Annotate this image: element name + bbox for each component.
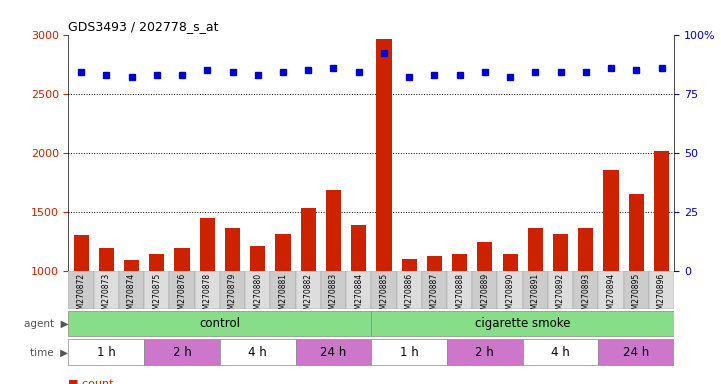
Bar bbox=[296, 339, 371, 365]
Text: GSM270872: GSM270872 bbox=[76, 273, 86, 319]
Bar bbox=[326, 190, 341, 271]
Bar bbox=[397, 271, 422, 309]
Bar bbox=[503, 254, 518, 271]
Bar bbox=[144, 271, 169, 309]
Bar bbox=[472, 271, 497, 309]
Text: ■ count: ■ count bbox=[68, 379, 114, 384]
Bar bbox=[649, 271, 674, 309]
Text: 24 h: 24 h bbox=[623, 346, 650, 359]
Text: 2 h: 2 h bbox=[172, 346, 192, 359]
Text: cigarette smoke: cigarette smoke bbox=[475, 317, 570, 330]
Text: GSM270875: GSM270875 bbox=[152, 273, 162, 319]
Bar bbox=[149, 253, 164, 271]
Text: GSM270884: GSM270884 bbox=[354, 273, 363, 319]
Bar bbox=[200, 218, 215, 271]
Bar bbox=[548, 271, 573, 309]
Text: 1 h: 1 h bbox=[97, 346, 116, 359]
Text: GSM270895: GSM270895 bbox=[632, 273, 641, 319]
Bar bbox=[523, 271, 548, 309]
Bar bbox=[68, 339, 144, 365]
Bar bbox=[68, 271, 94, 309]
Bar bbox=[144, 339, 220, 365]
Bar bbox=[629, 194, 644, 271]
Bar bbox=[220, 339, 296, 365]
Text: GSM270892: GSM270892 bbox=[556, 273, 565, 319]
Bar bbox=[371, 311, 674, 336]
Text: 24 h: 24 h bbox=[320, 346, 347, 359]
Bar bbox=[598, 339, 674, 365]
Text: GSM270891: GSM270891 bbox=[531, 273, 540, 319]
Bar bbox=[270, 271, 296, 309]
Text: GSM270889: GSM270889 bbox=[480, 273, 490, 319]
Bar bbox=[119, 271, 144, 309]
Text: 4 h: 4 h bbox=[248, 346, 267, 359]
Bar bbox=[321, 271, 346, 309]
Text: GSM270896: GSM270896 bbox=[657, 273, 666, 319]
Bar bbox=[68, 311, 371, 336]
Bar bbox=[250, 246, 265, 271]
Bar bbox=[447, 339, 523, 365]
Text: GSM270873: GSM270873 bbox=[102, 273, 111, 319]
Text: GSM270878: GSM270878 bbox=[203, 273, 212, 319]
Bar bbox=[477, 242, 492, 271]
Bar bbox=[351, 225, 366, 271]
Bar bbox=[624, 271, 649, 309]
Text: GSM270876: GSM270876 bbox=[177, 273, 187, 319]
Text: GDS3493 / 202778_s_at: GDS3493 / 202778_s_at bbox=[68, 20, 219, 33]
Text: GSM270894: GSM270894 bbox=[606, 273, 616, 319]
Bar bbox=[603, 170, 619, 271]
Bar bbox=[94, 271, 119, 309]
Bar bbox=[528, 228, 543, 271]
Bar bbox=[422, 271, 447, 309]
Bar bbox=[169, 271, 195, 309]
Bar bbox=[654, 151, 669, 271]
Text: time  ▶: time ▶ bbox=[30, 347, 68, 358]
Text: 2 h: 2 h bbox=[475, 346, 495, 359]
Text: GSM270893: GSM270893 bbox=[581, 273, 590, 319]
Text: GSM270882: GSM270882 bbox=[304, 273, 313, 319]
Bar bbox=[346, 271, 371, 309]
Text: GSM270887: GSM270887 bbox=[430, 273, 439, 319]
Text: 1 h: 1 h bbox=[399, 346, 419, 359]
Bar bbox=[275, 234, 291, 271]
Bar bbox=[452, 253, 467, 271]
Bar bbox=[225, 228, 240, 271]
Bar bbox=[124, 260, 139, 271]
Bar bbox=[447, 271, 472, 309]
Text: GSM270883: GSM270883 bbox=[329, 273, 338, 319]
Bar bbox=[376, 39, 392, 271]
Text: control: control bbox=[200, 317, 240, 330]
Text: GSM270881: GSM270881 bbox=[278, 273, 288, 319]
Bar bbox=[99, 248, 114, 271]
Text: agent  ▶: agent ▶ bbox=[24, 318, 68, 329]
Text: GSM270888: GSM270888 bbox=[455, 273, 464, 319]
Bar bbox=[573, 271, 598, 309]
Text: GSM270874: GSM270874 bbox=[127, 273, 136, 319]
Text: GSM270885: GSM270885 bbox=[379, 273, 389, 319]
Bar bbox=[301, 208, 316, 271]
Bar bbox=[195, 271, 220, 309]
Text: GSM270890: GSM270890 bbox=[505, 273, 515, 319]
Bar bbox=[578, 228, 593, 271]
Bar bbox=[371, 339, 447, 365]
Bar bbox=[523, 339, 598, 365]
Bar bbox=[371, 271, 397, 309]
Bar bbox=[402, 259, 417, 271]
Bar bbox=[296, 271, 321, 309]
Text: GSM270879: GSM270879 bbox=[228, 273, 237, 319]
Text: GSM270886: GSM270886 bbox=[404, 273, 414, 319]
Text: GSM270880: GSM270880 bbox=[253, 273, 262, 319]
Bar bbox=[174, 248, 190, 271]
Bar bbox=[74, 235, 89, 271]
Bar bbox=[427, 256, 442, 271]
Bar bbox=[598, 271, 624, 309]
Bar bbox=[220, 271, 245, 309]
Text: 4 h: 4 h bbox=[551, 346, 570, 359]
Bar bbox=[553, 234, 568, 271]
Bar bbox=[245, 271, 270, 309]
Bar bbox=[497, 271, 523, 309]
